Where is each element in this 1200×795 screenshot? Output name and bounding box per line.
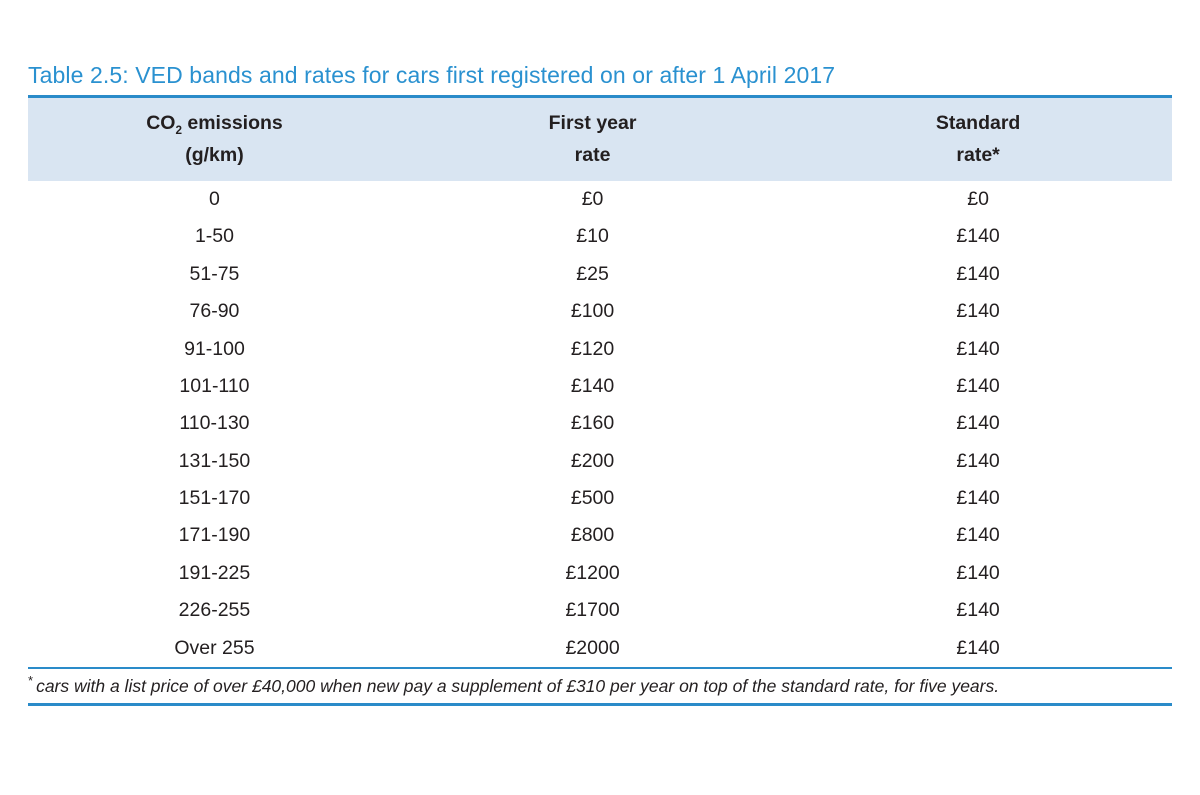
table-row: 226-255 £1700 £140 [28, 592, 1172, 629]
cell-standard-rate: £140 [956, 225, 1000, 248]
cell-emissions: 76-90 [189, 300, 240, 323]
table-row: 191-225 £1200 £140 [28, 555, 1172, 592]
table-row: 151-170 £500 £140 [28, 480, 1172, 517]
header-line-2: (g/km) [185, 144, 244, 166]
table-row: 51-75 £25 £140 [28, 256, 1172, 293]
cell-first-year-rate: £1200 [565, 561, 620, 584]
cell-first-year-rate: £25 [576, 262, 609, 285]
co2-subscript: 2 [175, 123, 182, 137]
cell-first-year-rate: £0 [581, 187, 604, 210]
cell-first-year-rate: £10 [576, 225, 609, 248]
header-line-2: rate* [956, 144, 1000, 166]
cell-emissions: 151-170 [178, 487, 251, 510]
cell-first-year-rate: £500 [570, 487, 615, 510]
footnote-text: cars with a list price of over £40,000 w… [36, 676, 1000, 697]
cell-standard-rate: £140 [956, 561, 1000, 584]
cell-standard-rate: £140 [956, 524, 1000, 547]
table-title: Table 2.5: VED bands and rates for cars … [28, 62, 836, 88]
cell-standard-rate: £140 [956, 412, 1000, 435]
column-header-standard-rate: Standard rate* [784, 98, 1172, 181]
table-row: 76-90 £100 £140 [28, 293, 1172, 330]
table-row: 0 £0 £0 [28, 181, 1172, 218]
cell-standard-rate: £140 [956, 636, 1000, 659]
cell-first-year-rate: £800 [570, 524, 615, 547]
footnote-asterisk: * [28, 673, 34, 689]
cell-first-year-rate: £140 [570, 374, 615, 397]
cell-standard-rate: £140 [956, 337, 1000, 360]
header-line-1: CO2 emissions [146, 112, 283, 137]
cell-emissions: 0 [209, 187, 220, 210]
cell-standard-rate: £0 [967, 187, 989, 210]
cell-emissions: 171-190 [178, 524, 251, 547]
cell-emissions: 1-50 [194, 225, 234, 248]
cell-standard-rate: £140 [956, 374, 1000, 397]
cell-standard-rate: £140 [956, 449, 1000, 472]
cell-emissions: 101-110 [179, 374, 250, 397]
table-row: 131-150 £200 £140 [28, 443, 1172, 480]
cell-emissions: 131-150 [178, 449, 251, 472]
cell-first-year-rate: £120 [570, 337, 615, 360]
title-underline-rule [28, 95, 1172, 98]
header-line-1: Standard [935, 112, 1021, 134]
cell-standard-rate: £140 [956, 300, 1000, 323]
table-row: 110-130 £160 £140 [28, 405, 1172, 442]
ved-rates-table: CO2 emissions (g/km) First year rate Sta… [28, 98, 1172, 667]
column-header-first-year-rate: First year rate [400, 98, 785, 181]
cell-standard-rate: £140 [956, 487, 1000, 510]
cell-first-year-rate: £1700 [565, 599, 620, 622]
cell-standard-rate: £140 [956, 599, 1000, 622]
table-row: 91-100 £120 £140 [28, 331, 1172, 368]
cell-emissions: 91-100 [184, 337, 245, 360]
cell-emissions: 51-75 [189, 262, 240, 285]
footnote: * cars with a list price of over £40,000 … [28, 667, 1172, 707]
table-row: 171-190 £800 £140 [28, 518, 1172, 555]
cell-first-year-rate: £200 [570, 449, 615, 472]
cell-first-year-rate: £160 [570, 412, 615, 435]
cell-emissions: 191-225 [178, 561, 251, 584]
cell-first-year-rate: £100 [570, 300, 615, 323]
cell-emissions: 226-255 [178, 599, 251, 622]
cell-emissions: Over 255 [174, 636, 255, 659]
cell-first-year-rate: £2000 [565, 636, 620, 659]
table-row: Over 255 £2000 £140 [28, 630, 1172, 667]
header-line-2: rate [574, 144, 611, 166]
table-header-row: CO2 emissions (g/km) First year rate Sta… [28, 98, 1172, 181]
cell-standard-rate: £140 [956, 262, 1000, 285]
table-row: 101-110 £140 £140 [28, 368, 1172, 405]
cell-emissions: 110-130 [179, 412, 250, 435]
table-row: 1-50 £10 £140 [28, 218, 1172, 255]
column-header-co2-emissions: CO2 emissions (g/km) [28, 98, 401, 181]
header-line-1: First year [548, 112, 637, 134]
